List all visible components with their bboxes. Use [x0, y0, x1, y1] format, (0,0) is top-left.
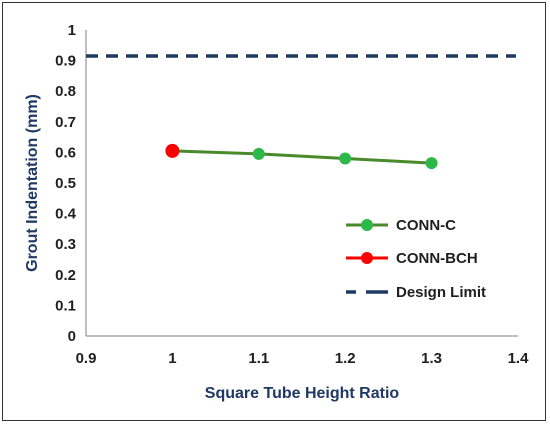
y-tick-label: 0.1	[55, 297, 76, 314]
y-tick-label: 1	[68, 22, 76, 39]
conn-c-point	[425, 157, 438, 170]
y-tick-label: 0.8	[55, 83, 76, 100]
conn-c-line	[172, 149, 432, 165]
x-tick-label: 1.2	[335, 350, 356, 367]
x-axis-title: Square Tube Height Ratio	[205, 385, 400, 402]
legend: CONN-C CONN-BCH Design Limit	[346, 217, 486, 301]
series-layer	[86, 54, 516, 170]
legend-label-design-limit: Design Limit	[396, 284, 486, 301]
conn-bch-point	[165, 143, 180, 158]
chart-frame	[2, 2, 546, 421]
y-tick-label: 0.2	[55, 267, 76, 284]
y-tick-label: 0.4	[55, 206, 77, 223]
y-tick-label: 0.9	[55, 53, 76, 70]
x-tick-labels: 0.9 1 1.1 1.2 1.3 1.4	[76, 350, 530, 367]
x-tick-label: 1.4	[508, 350, 530, 367]
axes	[85, 30, 518, 337]
y-tick-labels: 0 0.1 0.2 0.3 0.4 0.5 0.6 0.7 0.8 0.9 1	[55, 22, 77, 345]
y-tick-label: 0.7	[55, 114, 76, 131]
y-tick-label: 0.3	[55, 236, 76, 253]
x-tick-label: 1.3	[421, 350, 442, 367]
y-axis-title: Grout Indentation (mm)	[24, 94, 41, 272]
conn-c-point	[339, 152, 352, 165]
legend-label-conn-c: CONN-C	[396, 217, 456, 234]
legend-label-conn-bch: CONN-BCH	[396, 250, 478, 267]
legend-conn-c-marker	[361, 219, 373, 231]
legend-conn-bch-marker	[361, 252, 373, 264]
y-tick-label: 0.6	[55, 144, 76, 161]
x-tick-label: 1.1	[248, 350, 269, 367]
y-tick-label: 0.5	[55, 175, 76, 192]
conn-c-point	[252, 147, 265, 160]
y-tick-label: 0	[68, 328, 76, 345]
x-tick-label: 1	[168, 350, 176, 367]
x-tick-label: 0.9	[76, 350, 97, 367]
